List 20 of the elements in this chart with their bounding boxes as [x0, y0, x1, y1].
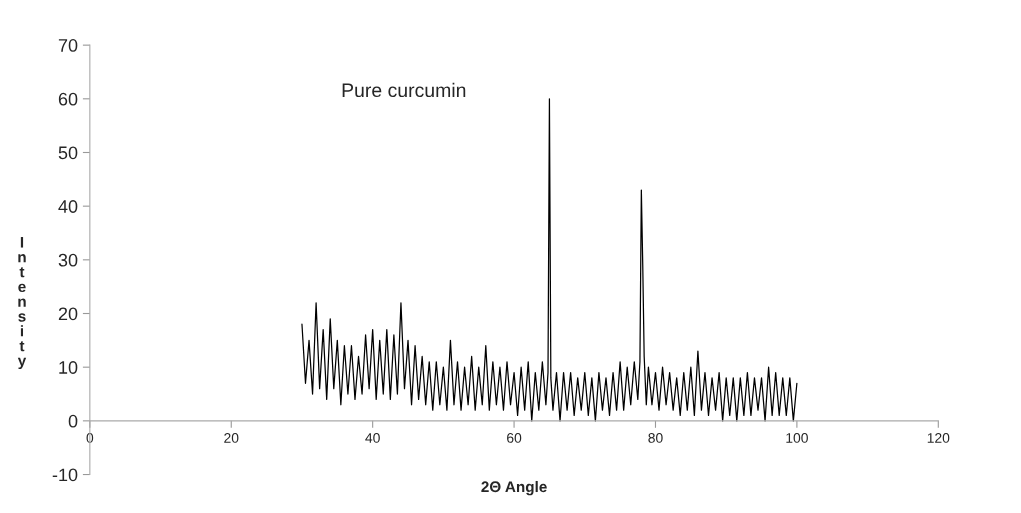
- x-tick-label: 40: [365, 433, 380, 443]
- y-tick-label: 30: [58, 253, 78, 267]
- y-tick-label: 10: [59, 361, 78, 374]
- y-tick-label: 70: [58, 39, 78, 52]
- y-tick-label: 20: [58, 307, 78, 321]
- x-tick-label: 0: [86, 433, 94, 443]
- y-tick-label: 0: [68, 414, 78, 428]
- y-tick-label: 50: [58, 146, 78, 160]
- x-tick-label: 100: [786, 433, 808, 443]
- text: Intensity: [17, 237, 27, 370]
- y-tick-label: 40: [58, 200, 78, 213]
- x-tick-label: 120: [927, 433, 950, 443]
- text: Pure curcumin: [342, 82, 466, 98]
- x-tick-label: 20: [224, 433, 239, 443]
- y-tick-label: 60: [58, 92, 78, 106]
- x-tick-label: 80: [648, 433, 663, 443]
- x-tick-label: 60: [507, 433, 522, 443]
- line-series: [301, 98, 798, 422]
- x-axis-title: 2Θ Angle: [481, 480, 547, 496]
- y-tick-label: -10: [52, 468, 78, 482]
